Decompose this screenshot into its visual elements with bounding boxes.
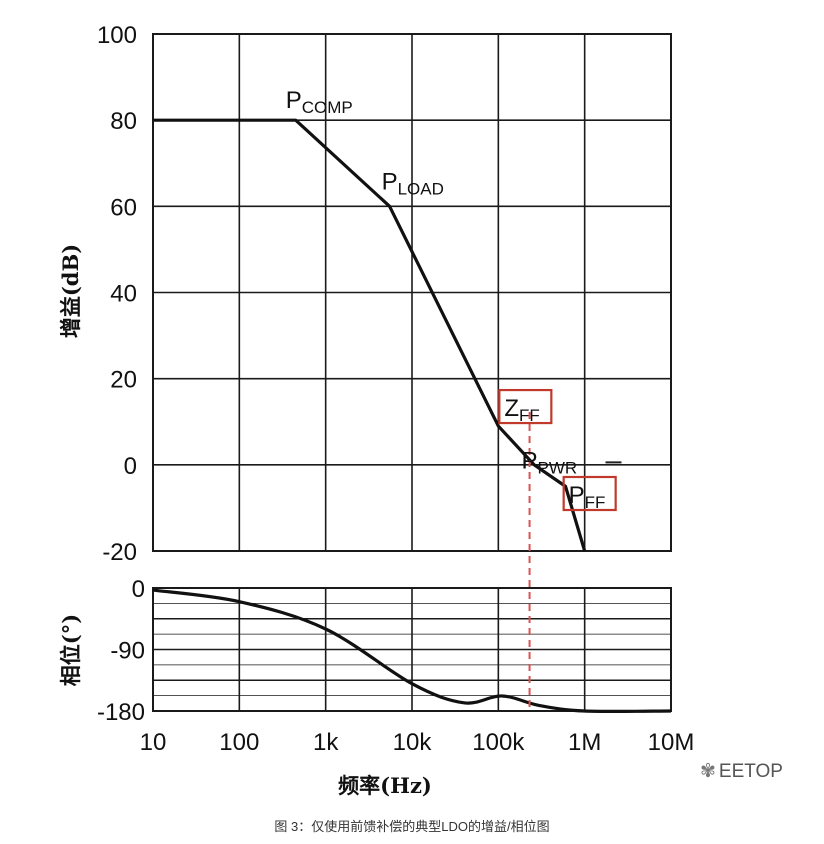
gain-curve bbox=[153, 118, 587, 552]
x-tick-label: 10 bbox=[140, 729, 167, 756]
phase-y-tick-label: -180 bbox=[97, 699, 145, 726]
gain-y-tick-label: 40 bbox=[110, 281, 137, 308]
x-tick-label: 1M bbox=[568, 729, 601, 756]
gain-y-tick-label: 100 bbox=[97, 22, 137, 49]
phase-axis-label: 相位(°) bbox=[58, 614, 83, 686]
annotation-box bbox=[562, 475, 617, 512]
gain-grid bbox=[152, 33, 672, 552]
x-ticks: 10 100 1k 10k 100k 1M 10M bbox=[140, 729, 695, 756]
gain-y-tick-label: 80 bbox=[110, 108, 137, 135]
x-tick-label: 1k bbox=[313, 729, 339, 756]
phase-y-tick-label: -90 bbox=[110, 638, 145, 665]
x-tick-label: 100 bbox=[219, 729, 259, 756]
annotations: PCOMP PLOAD ZFF PPWR PFF bbox=[286, 87, 622, 512]
x-axis-label: 频率(Hz) bbox=[338, 773, 432, 798]
annotation-p-comp: PCOMP bbox=[286, 87, 353, 117]
gain-y-tick-label: -20 bbox=[102, 539, 137, 566]
gain-y-ticks: 100 80 60 40 20 0 -20 bbox=[97, 22, 137, 566]
watermark: ✾ EETOP bbox=[700, 760, 783, 783]
figure-caption: 图 3：仅使用前馈补偿的典型LDO的增益/相位图 bbox=[274, 819, 550, 834]
phase-grid bbox=[152, 587, 672, 712]
annotation-p-ff: PFF bbox=[569, 482, 606, 512]
annotation-p-load: PLOAD bbox=[382, 168, 444, 198]
annotation-z-ff: ZFF bbox=[504, 395, 539, 425]
gain-axis-label: 增益(dB) bbox=[58, 244, 83, 338]
gain-y-tick-label: 0 bbox=[124, 453, 137, 480]
gain-y-tick-label: 20 bbox=[110, 367, 137, 394]
watermark-text: EETOP bbox=[718, 761, 783, 782]
phase-y-ticks: 0 -90 -180 bbox=[97, 576, 145, 726]
x-tick-label: 10M bbox=[648, 729, 695, 756]
x-tick-label: 100k bbox=[472, 729, 525, 756]
annotation-p-pwr: PPWR bbox=[522, 447, 578, 477]
x-tick-label: 10k bbox=[393, 729, 433, 756]
gain-y-tick-label: 60 bbox=[110, 194, 137, 221]
phase-y-tick-label: 0 bbox=[132, 576, 145, 603]
annotation-box bbox=[498, 388, 553, 425]
phase-curve bbox=[152, 588, 672, 714]
wechat-icon: ✾ bbox=[700, 761, 716, 782]
